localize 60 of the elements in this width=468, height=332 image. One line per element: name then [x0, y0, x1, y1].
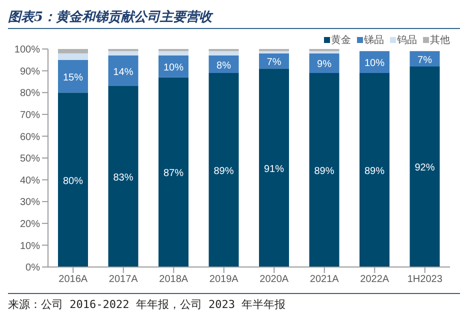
y-tick-label: 20% — [20, 218, 40, 230]
x-tick-label: 2018A — [159, 274, 188, 286]
bar — [158, 56, 188, 78]
bar — [410, 51, 440, 66]
legend-label: 黄金 — [330, 34, 351, 47]
bar — [158, 77, 188, 267]
bar — [158, 51, 188, 56]
legend-label: 其他 — [429, 34, 450, 47]
y-tick-label: 30% — [20, 197, 40, 208]
bar — [259, 68, 289, 267]
x-tick-label: 2016A — [58, 274, 88, 286]
data-label: 9% — [317, 59, 332, 70]
y-tick-label: 50% — [20, 154, 40, 165]
data-label: 87% — [163, 168, 184, 180]
bar — [360, 72, 390, 267]
data-label: 10% — [163, 62, 184, 74]
bar — [58, 53, 88, 60]
bar — [58, 49, 88, 54]
data-label: 83% — [113, 172, 134, 184]
y-tick-label: 60% — [20, 132, 40, 143]
data-label: 89% — [364, 166, 385, 177]
data-label: 14% — [113, 66, 134, 78]
data-label: 89% — [314, 166, 334, 177]
source-note: 来源：公司 2016-2022 年年报，公司 2023 年半年报 — [8, 297, 287, 312]
bar — [58, 92, 88, 267]
data-label: 7% — [418, 54, 432, 66]
data-label: 80% — [62, 176, 84, 187]
x-tick-label: 2017A — [108, 274, 138, 286]
bar — [309, 72, 340, 267]
data-label: 7% — [266, 56, 282, 68]
data-label: 15% — [62, 72, 84, 84]
bar — [410, 66, 440, 267]
x-tick-label: 2021A — [310, 274, 340, 286]
bar — [360, 51, 390, 73]
y-tick-label: 10% — [20, 240, 40, 252]
bar — [58, 60, 88, 93]
x-tick-label: 1H2023 — [407, 274, 443, 286]
data-label: 10% — [364, 58, 385, 70]
data-label: 92% — [414, 162, 435, 174]
y-tick-label: 70% — [20, 110, 40, 121]
x-tick-label: 2022A — [360, 274, 390, 286]
y-tick-label: 80% — [20, 88, 40, 100]
y-tick-label: 0% — [26, 262, 40, 274]
legend-label: 钨品 — [396, 34, 417, 47]
data-label: 91% — [264, 164, 284, 175]
x-tick-label: 2020A — [260, 274, 289, 286]
y-tick-label: 90% — [20, 66, 40, 78]
chart-title: 图表5：黄金和锑贡献公司主要营收 — [8, 8, 460, 29]
bar — [108, 86, 138, 267]
legend-label: 锑品 — [363, 34, 384, 47]
x-tick-label: 2019A — [209, 274, 239, 286]
bar — [108, 51, 138, 56]
data-label: 89% — [214, 166, 234, 177]
y-tick-label: 100% — [14, 44, 40, 56]
bar — [208, 51, 239, 56]
bar — [309, 53, 340, 73]
data-label: 8% — [216, 60, 232, 72]
bar — [208, 72, 239, 267]
bar — [108, 56, 138, 86]
y-tick-label: 40% — [20, 175, 40, 186]
